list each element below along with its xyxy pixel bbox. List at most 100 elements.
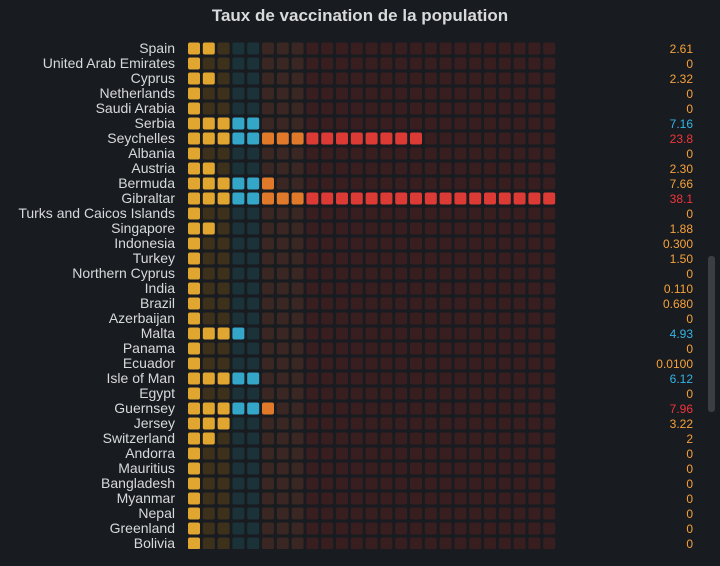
gauge-cell-unlit [469,162,482,175]
gauge-cell-unlit [217,237,230,250]
gauge-cell-unlit [439,72,452,85]
gauge-cell-unlit [321,342,334,355]
gauge-cell-unlit [543,297,556,310]
gauge-cell-unlit [291,162,304,175]
gauge-cell-lit [513,192,526,205]
gauge-cell-lit [217,132,230,145]
gauge-cell-unlit [262,267,274,280]
gauge-cell-unlit [528,507,541,520]
row-label: Turkey [133,250,175,266]
gauge-cell-lit [217,402,230,415]
gauge-cell-unlit [232,342,245,355]
gauge-cell-unlit [484,372,496,385]
gauge-cell-lit [217,417,230,430]
row-value: 38.1 [670,192,694,206]
gauge-cell-unlit [469,282,482,295]
gauge-cell-unlit [439,327,452,340]
gauge-cell-unlit [321,237,334,250]
gauge-cell-unlit [202,207,215,220]
gauge-cell-unlit [543,342,556,355]
gauge-cell-unlit [410,312,422,325]
gauge-cell-unlit [424,492,437,505]
scrollbar-thumb[interactable] [708,256,715,412]
gauge-cell-unlit [395,237,408,250]
gauge-cell-unlit [484,177,496,190]
gauge-cell-unlit [528,72,541,85]
gauge-cell-lit [291,192,304,205]
gauge-cell-unlit [291,402,304,415]
row-label: Mauritius [118,460,175,476]
gauge-cell-unlit [528,147,541,160]
gauge-cell-unlit [247,342,260,355]
gauge-cell-unlit [336,342,348,355]
gauge-cell-unlit [498,387,511,400]
gauge-cell-unlit [543,312,556,325]
gauge-cell-unlit [232,477,245,490]
gauge-cell-unlit [380,447,393,460]
gauge-cell-unlit [336,417,348,430]
gauge-cell-unlit [262,327,274,340]
row-label: Greenland [110,520,175,536]
gauge-cell-unlit [202,537,215,549]
gauge-cell-unlit [469,327,482,340]
gauge-cell-unlit [454,432,467,445]
gauge-cell-unlit [424,237,437,250]
gauge-cell-unlit [321,492,334,505]
gauge-row: Malta 4.93 [141,325,694,341]
gauge-cell-lit [247,402,260,415]
gauge-cell-unlit [439,57,452,70]
gauge-cell-unlit [395,417,408,430]
gauge-cell-unlit [350,102,363,115]
gauge-cell-unlit [276,102,289,115]
gauge-cell-lit [217,192,230,205]
gauge-cell-unlit [336,537,348,549]
gauge-cell-unlit [543,387,556,400]
gauge-cell-unlit [306,282,319,295]
row-label: Saudi Arabia [96,100,176,116]
gauge-cell-unlit [276,162,289,175]
gauge-cell-unlit [395,222,408,235]
gauge-cell-unlit [232,507,245,520]
row-value: 2.61 [670,42,694,56]
gauge-cell-unlit [543,72,556,85]
gauge-cell-unlit [336,462,348,475]
gauge-cell-unlit [528,492,541,505]
gauge-cell-unlit [202,477,215,490]
gauge-cell-unlit [291,57,304,70]
gauge-cell-unlit [276,117,289,130]
gauge-cell-unlit [513,282,526,295]
gauge-cell-unlit [321,357,334,370]
gauge-cell-unlit [247,477,260,490]
gauge-cell-lit [410,192,422,205]
gauge-cell-unlit [380,222,393,235]
chart-scroll-area[interactable]: Spain 2.61 United Arab Emirates 0 Cyprus 2.32… [0,41,705,549]
gauge-cell-unlit [247,57,260,70]
gauge-cell-unlit [350,327,363,340]
gauge-cell-unlit [513,537,526,549]
gauge-cell-unlit [380,252,393,265]
gauge-cell-unlit [380,537,393,549]
gauge-cell-unlit [321,177,334,190]
gauge-row: Egypt 0 [139,385,693,401]
gauge-cell-unlit [276,222,289,235]
gauge-cell-unlit [365,237,378,250]
gauge-cell-unlit [217,462,230,475]
gauge-cell-unlit [291,222,304,235]
gauge-cell-unlit [484,267,496,280]
gauge-cell-unlit [232,267,245,280]
gauge-cell-unlit [276,342,289,355]
gauge-cell-unlit [410,102,422,115]
gauge-cell-unlit [350,207,363,220]
gauge-cell-unlit [350,522,363,535]
gauge-cell-unlit [454,237,467,250]
gauge-cell-unlit [232,147,245,160]
gauge-cell-unlit [350,372,363,385]
gauge-cell-lit [188,252,200,265]
gauge-cell-unlit [291,327,304,340]
gauge-cell-unlit [469,447,482,460]
gauge-cell-unlit [439,42,452,55]
gauge-cell-lit [188,507,200,520]
gauge-cell-unlit [498,117,511,130]
gauge-cell-unlit [439,387,452,400]
gauge-cell-unlit [528,42,541,55]
